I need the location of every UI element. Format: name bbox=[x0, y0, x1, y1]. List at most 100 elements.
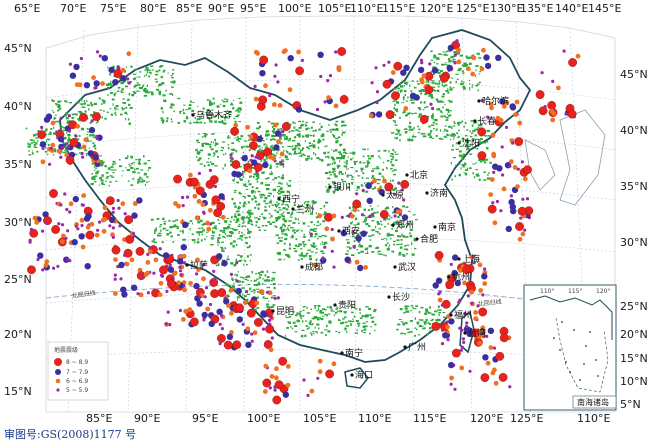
earthquake-marker bbox=[326, 79, 330, 83]
fault-mark bbox=[137, 162, 142, 165]
fault-mark bbox=[381, 223, 383, 226]
fault-mark bbox=[324, 235, 327, 237]
fault-mark bbox=[407, 138, 411, 141]
fault-mark bbox=[306, 327, 309, 330]
fault-mark bbox=[414, 219, 418, 221]
fault-mark bbox=[318, 307, 320, 310]
fault-mark bbox=[78, 135, 81, 137]
fault-mark bbox=[110, 166, 114, 168]
fault-mark bbox=[315, 331, 318, 333]
fault-mark bbox=[398, 225, 400, 228]
fault-mark bbox=[365, 247, 369, 250]
fault-mark bbox=[355, 227, 357, 229]
fault-mark bbox=[249, 287, 252, 289]
earthquake-marker bbox=[319, 74, 323, 79]
fault-mark bbox=[260, 270, 264, 273]
city-dot bbox=[447, 275, 451, 279]
earthquake-marker bbox=[212, 269, 216, 273]
earthquake-marker bbox=[262, 378, 272, 388]
fault-mark bbox=[305, 252, 309, 255]
fault-mark bbox=[344, 316, 347, 318]
earthquake-marker bbox=[259, 55, 269, 65]
fault-mark bbox=[144, 88, 147, 90]
earthquake-marker bbox=[509, 104, 517, 111]
fault-mark bbox=[475, 169, 478, 171]
fault-mark bbox=[430, 96, 434, 99]
fault-mark bbox=[443, 115, 446, 118]
fault-mark bbox=[441, 83, 443, 86]
legend-swatch-6 bbox=[55, 378, 61, 384]
earthquake-marker bbox=[349, 213, 355, 219]
fault-mark bbox=[230, 163, 232, 167]
fault-mark bbox=[169, 231, 172, 234]
fault-mark bbox=[266, 184, 270, 186]
fault-mark bbox=[342, 318, 345, 320]
earthquake-marker bbox=[447, 44, 454, 52]
fault-mark bbox=[283, 134, 286, 137]
earthquake-marker bbox=[39, 141, 47, 148]
fault-mark bbox=[390, 191, 392, 194]
fault-mark bbox=[325, 334, 327, 337]
fault-mark bbox=[94, 169, 96, 172]
fault-mark bbox=[269, 306, 273, 309]
fault-mark bbox=[427, 84, 430, 87]
fault-mark bbox=[376, 183, 380, 185]
fault-mark bbox=[386, 248, 390, 251]
fault-mark bbox=[229, 227, 232, 229]
earthquake-marker bbox=[153, 257, 159, 263]
fault-mark bbox=[341, 179, 344, 181]
fault-mark bbox=[246, 145, 250, 148]
fault-mark bbox=[35, 133, 37, 136]
fault-mark bbox=[122, 98, 125, 100]
fault-mark bbox=[207, 116, 209, 119]
fault-mark bbox=[386, 217, 388, 220]
fault-mark bbox=[196, 120, 198, 122]
fault-mark bbox=[345, 327, 347, 329]
fault-mark bbox=[235, 221, 238, 224]
fault-mark bbox=[227, 147, 230, 150]
earthquake-marker bbox=[74, 82, 80, 88]
earthquake-marker bbox=[274, 366, 279, 372]
earthquake-marker bbox=[124, 261, 130, 267]
earthquake-marker bbox=[210, 280, 215, 284]
taiwan-outline bbox=[459, 310, 475, 354]
fault-mark bbox=[449, 81, 452, 84]
fault-mark bbox=[282, 215, 285, 218]
fault-mark bbox=[172, 241, 174, 243]
fault-mark bbox=[302, 148, 304, 150]
fault-mark bbox=[458, 121, 462, 124]
fault-mark bbox=[451, 127, 453, 129]
fault-mark bbox=[208, 117, 211, 120]
fault-mark bbox=[79, 111, 82, 113]
fault-mark bbox=[418, 115, 421, 118]
fault-mark bbox=[249, 215, 252, 218]
earthquake-marker bbox=[490, 132, 496, 138]
earthquake-marker bbox=[384, 182, 394, 192]
fault-mark bbox=[162, 217, 165, 220]
fault-mark bbox=[260, 159, 262, 163]
fault-mark bbox=[393, 221, 395, 224]
fault-mark bbox=[385, 206, 389, 209]
fault-mark bbox=[223, 228, 226, 232]
fault-mark bbox=[267, 177, 270, 179]
earthquake-marker bbox=[178, 269, 183, 273]
fault-mark bbox=[166, 233, 169, 236]
fault-mark bbox=[249, 220, 253, 223]
fault-mark bbox=[442, 63, 446, 66]
fault-mark bbox=[183, 112, 186, 115]
fault-mark bbox=[274, 139, 277, 141]
left-lat-label: 20°N bbox=[4, 328, 32, 341]
fault-mark bbox=[372, 211, 376, 214]
fault-mark bbox=[236, 218, 240, 220]
fault-mark bbox=[130, 184, 133, 187]
fault-mark bbox=[211, 234, 214, 237]
earthquake-marker bbox=[63, 192, 67, 196]
earthquake-marker bbox=[230, 157, 234, 161]
earthquake-marker bbox=[328, 74, 333, 78]
earthquake-marker bbox=[432, 282, 439, 289]
fault-mark bbox=[286, 256, 288, 258]
fault-mark bbox=[209, 103, 212, 107]
fault-mark bbox=[54, 103, 58, 105]
fault-mark bbox=[409, 320, 413, 322]
fault-mark bbox=[309, 231, 311, 234]
